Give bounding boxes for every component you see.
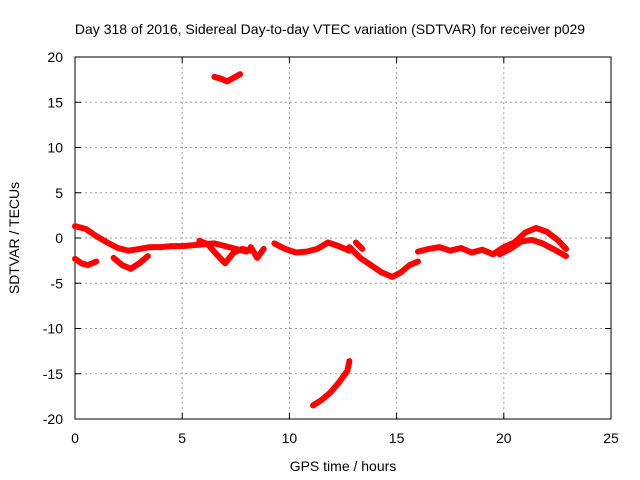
x-tick-label: 0 bbox=[71, 430, 79, 446]
y-tick-label: 5 bbox=[55, 185, 63, 201]
series-segment-19-23-lower bbox=[496, 236, 569, 260]
y-tick-label: -10 bbox=[43, 321, 63, 337]
series-segment-13-16 bbox=[346, 244, 421, 280]
series-main-trace-lower-early bbox=[72, 255, 100, 269]
data-series bbox=[72, 71, 569, 409]
x-tick-labels: 0 5 10 15 20 25 bbox=[71, 430, 619, 446]
series-outlier-low bbox=[310, 358, 353, 409]
y-tick-label: -20 bbox=[43, 411, 63, 427]
series-segment-8-9 bbox=[247, 244, 267, 261]
y-tick-label: 0 bbox=[55, 230, 63, 246]
x-tick-label: 20 bbox=[496, 430, 512, 446]
y-tick-label: 10 bbox=[47, 140, 63, 156]
chart-title: Day 318 of 2016, Sidereal Day-to-day VTE… bbox=[75, 21, 585, 37]
x-tick-label: 10 bbox=[282, 430, 298, 446]
axis-ticks bbox=[74, 56, 612, 420]
x-axis-label: GPS time / hours bbox=[290, 458, 397, 474]
series-main-trace-dip bbox=[110, 253, 151, 272]
x-tick-label: 5 bbox=[178, 430, 186, 446]
y-tick-labels: -20 -15 -10 -5 0 5 10 15 20 bbox=[43, 49, 63, 427]
y-tick-label: -5 bbox=[51, 275, 64, 291]
series-segment-13-15-side bbox=[352, 239, 366, 252]
series-segment-16-23 bbox=[415, 225, 569, 258]
series-main-trace-branch bbox=[196, 237, 254, 267]
y-tick-label: -15 bbox=[43, 366, 63, 382]
x-tick-label: 15 bbox=[389, 430, 405, 446]
x-tick-label: 25 bbox=[603, 430, 619, 446]
y-tick-label: 20 bbox=[47, 49, 63, 65]
y-tick-label: 15 bbox=[47, 94, 63, 110]
series-outlier-high bbox=[211, 71, 244, 85]
series-segment-9-13 bbox=[271, 239, 353, 256]
series-main-trace-upper bbox=[72, 223, 250, 255]
y-axis-label: SDTVAR / TECUs bbox=[6, 182, 22, 294]
